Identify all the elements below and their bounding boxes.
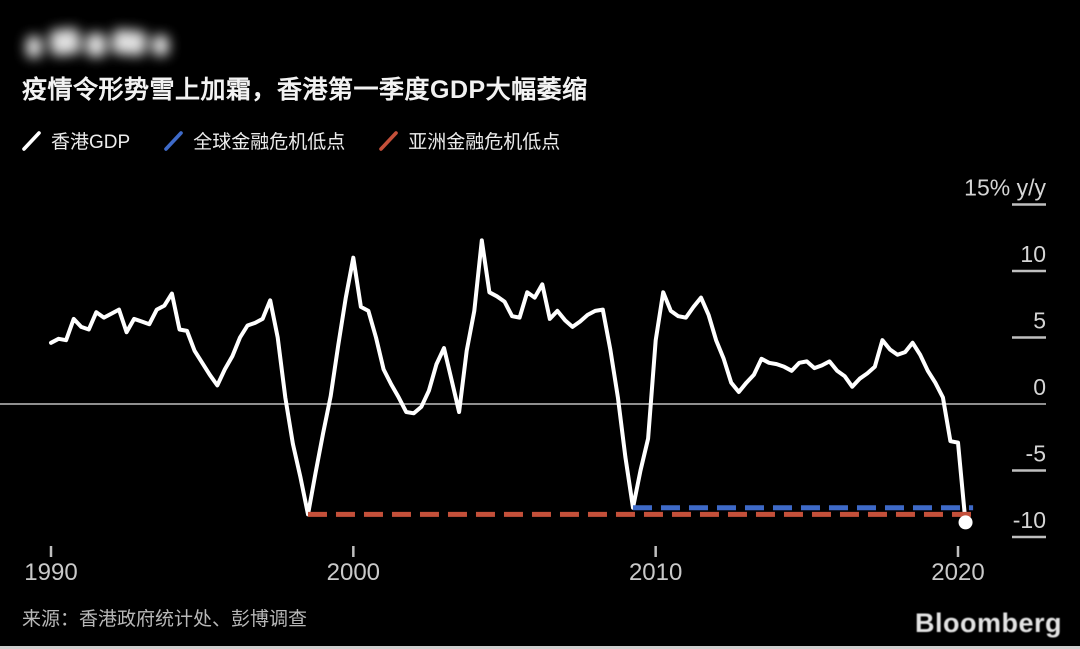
y-axis-label: -10 (1013, 507, 1046, 533)
y-axis-label: 10 (1020, 241, 1046, 267)
chart-title: 疫情令形势雪上加霜，香港第一季度GDP大幅萎缩 (22, 76, 588, 104)
x-axis-label: 2010 (629, 559, 682, 586)
source-note: 来源：香港政府统计处、彭博调查 (22, 609, 308, 630)
legend-item: 全球金融危机低点 (164, 127, 345, 154)
diagonal-line-swatch-blue (164, 130, 183, 151)
legend-item: 亚洲金融危机低点 (379, 127, 560, 154)
y-axis-label: 5 (1033, 308, 1046, 334)
x-axis-label: 2000 (327, 559, 380, 586)
y-axis-label: -5 (1026, 441, 1046, 467)
latest-point-dot (958, 515, 973, 530)
legend: 香港GDP 全球金融危机低点 亚洲金融危机低点 (22, 127, 560, 154)
legend-label: 香港GDP (51, 132, 131, 153)
bottom-edge-strip (0, 646, 1080, 649)
diagonal-line-swatch-white (22, 130, 41, 151)
legend-label: 全球金融危机低点 (193, 132, 346, 153)
legend-label: 亚洲金融危机低点 (408, 132, 561, 153)
redacted-watermark (24, 26, 174, 64)
y-axis-label: 15% y/y (964, 175, 1046, 201)
diagonal-line-swatch-red (379, 130, 399, 151)
x-axis-label: 1990 (24, 559, 77, 586)
hk-gdp-line (49, 238, 968, 525)
legend-item: 香港GDP (22, 127, 130, 154)
bloomberg-logo: Bloomberg (914, 608, 1062, 638)
y-axis-label: 0 (1033, 374, 1046, 400)
x-axis-label: 2020 (931, 559, 984, 586)
